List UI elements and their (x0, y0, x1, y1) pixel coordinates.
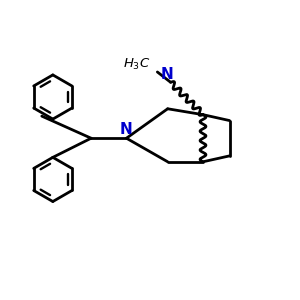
Text: $H_3C$: $H_3C$ (123, 57, 151, 72)
Text: N: N (120, 122, 133, 137)
Text: N: N (161, 67, 173, 82)
